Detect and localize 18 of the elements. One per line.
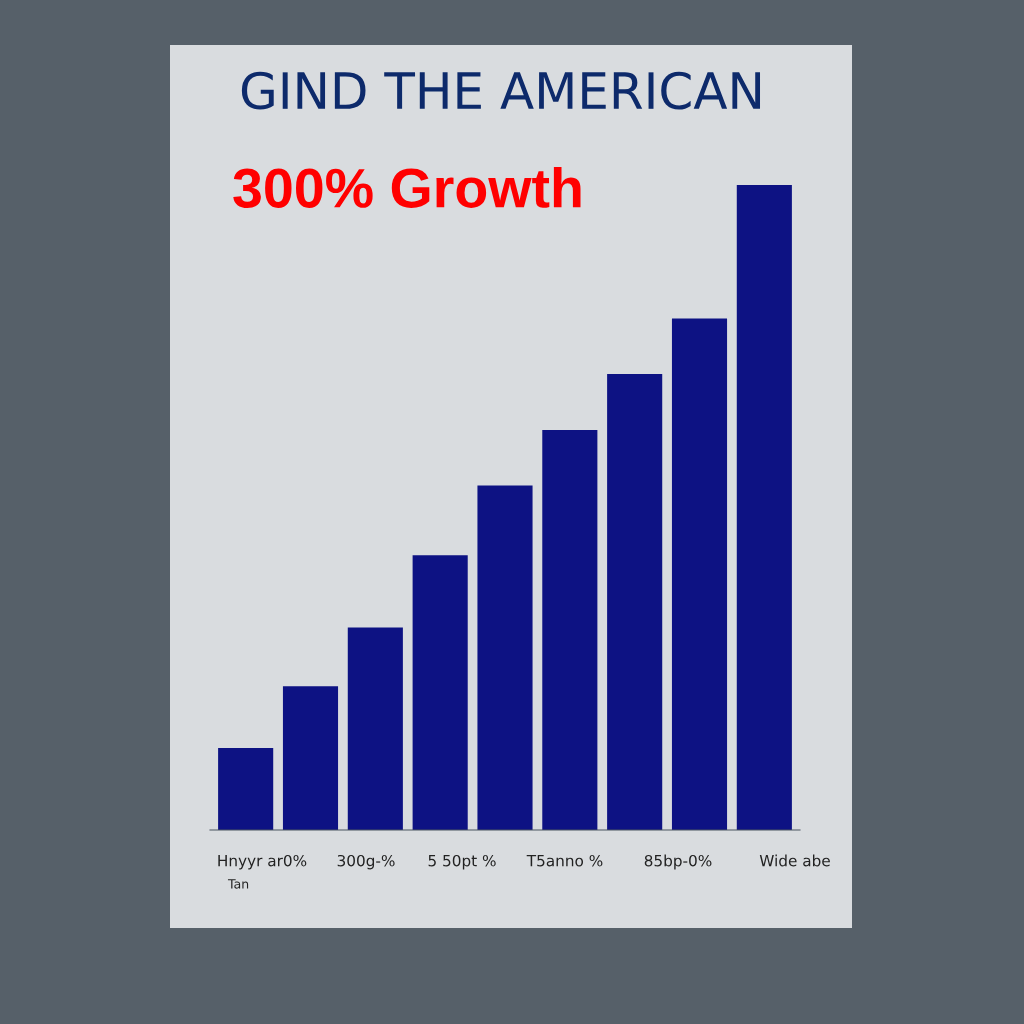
text: 300g-% [337, 854, 395, 870]
chart-subtitle: 300% Growth [233, 167, 581, 208]
bar [736, 185, 792, 830]
bar [347, 627, 403, 830]
text: T5anno % [526, 854, 603, 867]
text: 85bp-0% [644, 854, 712, 870]
bar [412, 555, 468, 830]
chart-title: GIND THE AMERICAN [241, 71, 761, 110]
bar [218, 748, 274, 830]
bar [607, 373, 663, 830]
text: Hnyyr ar0% [218, 854, 307, 870]
bar [477, 485, 533, 830]
bar [671, 318, 728, 830]
bar [542, 430, 598, 830]
text: Tan [227, 879, 249, 889]
text: Wide abe [759, 854, 830, 867]
text: 5 50pt % [428, 854, 496, 870]
bar [282, 686, 339, 830]
